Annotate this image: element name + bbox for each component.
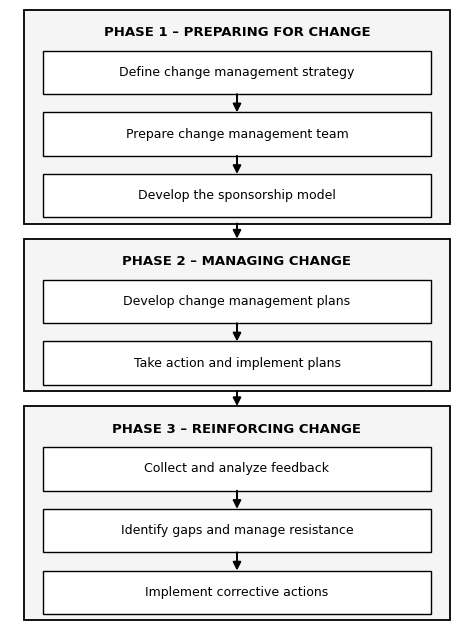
Bar: [43, 174, 431, 218]
Text: Prepare change management team: Prepare change management team: [126, 128, 348, 141]
Bar: [43, 509, 431, 553]
Bar: [24, 238, 450, 391]
Bar: [43, 51, 431, 94]
Text: Develop the sponsorship model: Develop the sponsorship model: [138, 190, 336, 202]
Text: PHASE 1 – PREPARING FOR CHANGE: PHASE 1 – PREPARING FOR CHANGE: [104, 26, 370, 39]
Text: Define change management strategy: Define change management strategy: [119, 66, 355, 79]
Bar: [43, 342, 431, 385]
Text: Develop change management plans: Develop change management plans: [123, 295, 351, 308]
Text: PHASE 3 – REINFORCING CHANGE: PHASE 3 – REINFORCING CHANGE: [112, 422, 362, 436]
Bar: [24, 406, 450, 620]
Bar: [43, 570, 431, 614]
Text: Take action and implement plans: Take action and implement plans: [134, 357, 340, 370]
Bar: [43, 447, 431, 491]
Text: Collect and analyze feedback: Collect and analyze feedback: [145, 462, 329, 476]
Bar: [43, 280, 431, 323]
Text: Implement corrective actions: Implement corrective actions: [146, 586, 328, 598]
Bar: [43, 113, 431, 156]
Text: PHASE 2 – MANAGING CHANGE: PHASE 2 – MANAGING CHANGE: [122, 255, 352, 268]
Text: Identify gaps and manage resistance: Identify gaps and manage resistance: [121, 524, 353, 537]
Bar: [24, 10, 450, 223]
